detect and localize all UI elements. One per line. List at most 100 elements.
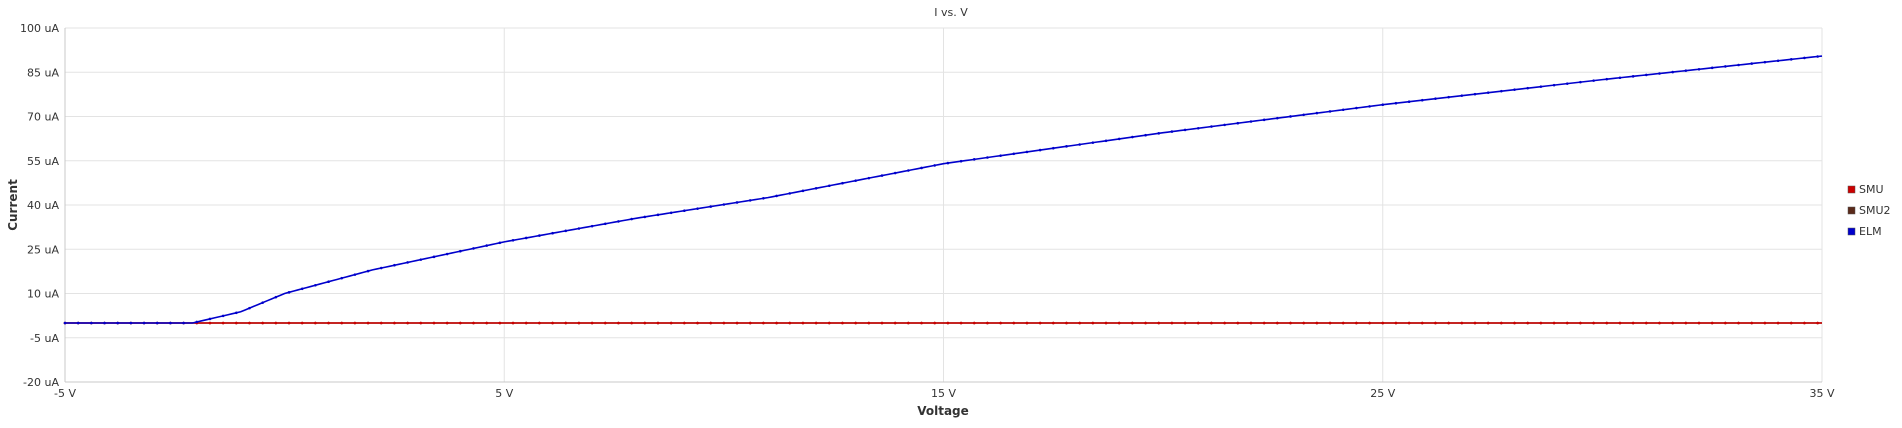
grid [65, 27, 1823, 383]
data-point-elm [1684, 69, 1688, 72]
data-point-smu [1328, 321, 1332, 325]
data-point-smu [1816, 321, 1819, 325]
y-axis-label: Current [6, 179, 20, 231]
data-point-smu [788, 321, 792, 325]
data-point-elm [577, 227, 581, 230]
data-point-smu [353, 321, 357, 325]
data-point-elm [129, 321, 133, 325]
data-point-smu [445, 321, 449, 325]
data-point-smu [735, 321, 739, 325]
data-point-smu [1763, 321, 1767, 325]
data-point-smu [1526, 321, 1529, 325]
data-point-elm [419, 258, 423, 261]
data-point-smu [538, 321, 541, 325]
data-point-elm [1658, 72, 1661, 75]
data-point-elm [854, 179, 857, 182]
data-point-elm [893, 171, 897, 175]
data-point-elm [683, 209, 686, 212]
data-point-elm [1592, 79, 1595, 82]
data-point-smu [748, 321, 752, 325]
data-point-elm [393, 263, 396, 267]
data-point-elm [1276, 116, 1279, 120]
data-point-elm [1355, 106, 1358, 110]
data-point-elm [551, 231, 554, 235]
data-point-elm [1473, 92, 1477, 96]
data-point-elm [696, 207, 699, 210]
data-point-elm [867, 176, 871, 180]
data-point-smu [1104, 321, 1108, 325]
data-point-elm [1750, 62, 1754, 65]
data-point-smu [1157, 321, 1161, 325]
data-point-elm [933, 164, 937, 167]
data-point-elm [946, 161, 950, 165]
data-point-smu [221, 321, 225, 325]
data-point-smu [907, 321, 910, 325]
y-tick-label: 25 uA [27, 243, 59, 256]
data-point-smu [630, 321, 633, 325]
data-point-elm [1315, 111, 1319, 115]
data-point-elm [1737, 63, 1740, 67]
data-point-smu [1552, 321, 1556, 325]
data-point-elm [76, 321, 80, 325]
tick-labels: -20 uA -5 uA 10 uA 25 uA 40 uA 55 uA 70 uA 85 u… [20, 22, 1835, 400]
data-point-smu [248, 321, 251, 325]
data-point-smu [1697, 321, 1701, 325]
data-point-elm [1381, 103, 1385, 106]
data-point-smu [617, 321, 620, 325]
data-point-smu [1289, 321, 1292, 325]
y-tick-label: 40 uA [27, 199, 59, 212]
data-point-elm [1394, 101, 1398, 105]
legend-swatch-smu [1847, 185, 1856, 194]
series-elm [63, 55, 1823, 325]
data-point-smu [459, 321, 462, 325]
data-point-smu [893, 321, 897, 325]
data-point-smu [327, 321, 330, 325]
data-point-elm [1526, 86, 1529, 90]
legend-item-smu2[interactable]: SMU2 [1847, 204, 1891, 217]
data-point-elm [459, 249, 462, 253]
data-point-smu [696, 321, 699, 325]
data-point-elm [498, 241, 502, 245]
data-point-smu [235, 321, 238, 325]
data-point-smu [959, 321, 963, 325]
data-point-smu [1117, 321, 1121, 325]
data-point-smu [524, 321, 528, 325]
data-point-elm [1341, 108, 1345, 112]
data-point-elm [1579, 80, 1582, 84]
data-point-smu [1381, 321, 1385, 325]
data-point-smu [801, 321, 805, 325]
legend[interactable]: SMU SMU2 ELM [1847, 183, 1891, 238]
data-point-elm [261, 301, 264, 304]
data-point-elm [300, 287, 304, 291]
data-point-elm [366, 269, 370, 273]
data-point-smu [1724, 321, 1727, 325]
data-point-smu [1302, 321, 1305, 325]
data-point-elm [379, 266, 383, 270]
data-point-elm [1816, 55, 1819, 58]
data-point-smu [1144, 321, 1147, 325]
data-point-elm [287, 291, 291, 294]
data-point-elm [1631, 75, 1635, 78]
data-point-elm [1552, 83, 1556, 87]
data-point-smu [1486, 321, 1490, 325]
data-point-elm [1117, 137, 1121, 141]
data-point-elm [880, 174, 884, 177]
data-point-elm [1131, 135, 1134, 139]
data-point-smu [1355, 321, 1358, 325]
data-point-elm [432, 255, 436, 259]
data-point-elm [1460, 94, 1464, 97]
data-point-smu [1565, 321, 1569, 325]
data-point-smu [1710, 321, 1714, 325]
data-point-smu [1803, 321, 1806, 325]
legend-item-elm[interactable]: ELM [1847, 225, 1882, 238]
data-point-elm [1671, 70, 1674, 74]
data-point-smu [406, 321, 409, 325]
data-point-smu [1315, 321, 1319, 325]
legend-item-smu[interactable]: SMU [1847, 183, 1884, 196]
data-point-elm [1038, 148, 1042, 152]
data-point-elm [169, 321, 172, 325]
data-point-smu [867, 321, 871, 325]
data-point-smu [432, 321, 436, 325]
data-point-smu [1513, 321, 1516, 325]
legend-swatch-elm [1847, 227, 1856, 236]
